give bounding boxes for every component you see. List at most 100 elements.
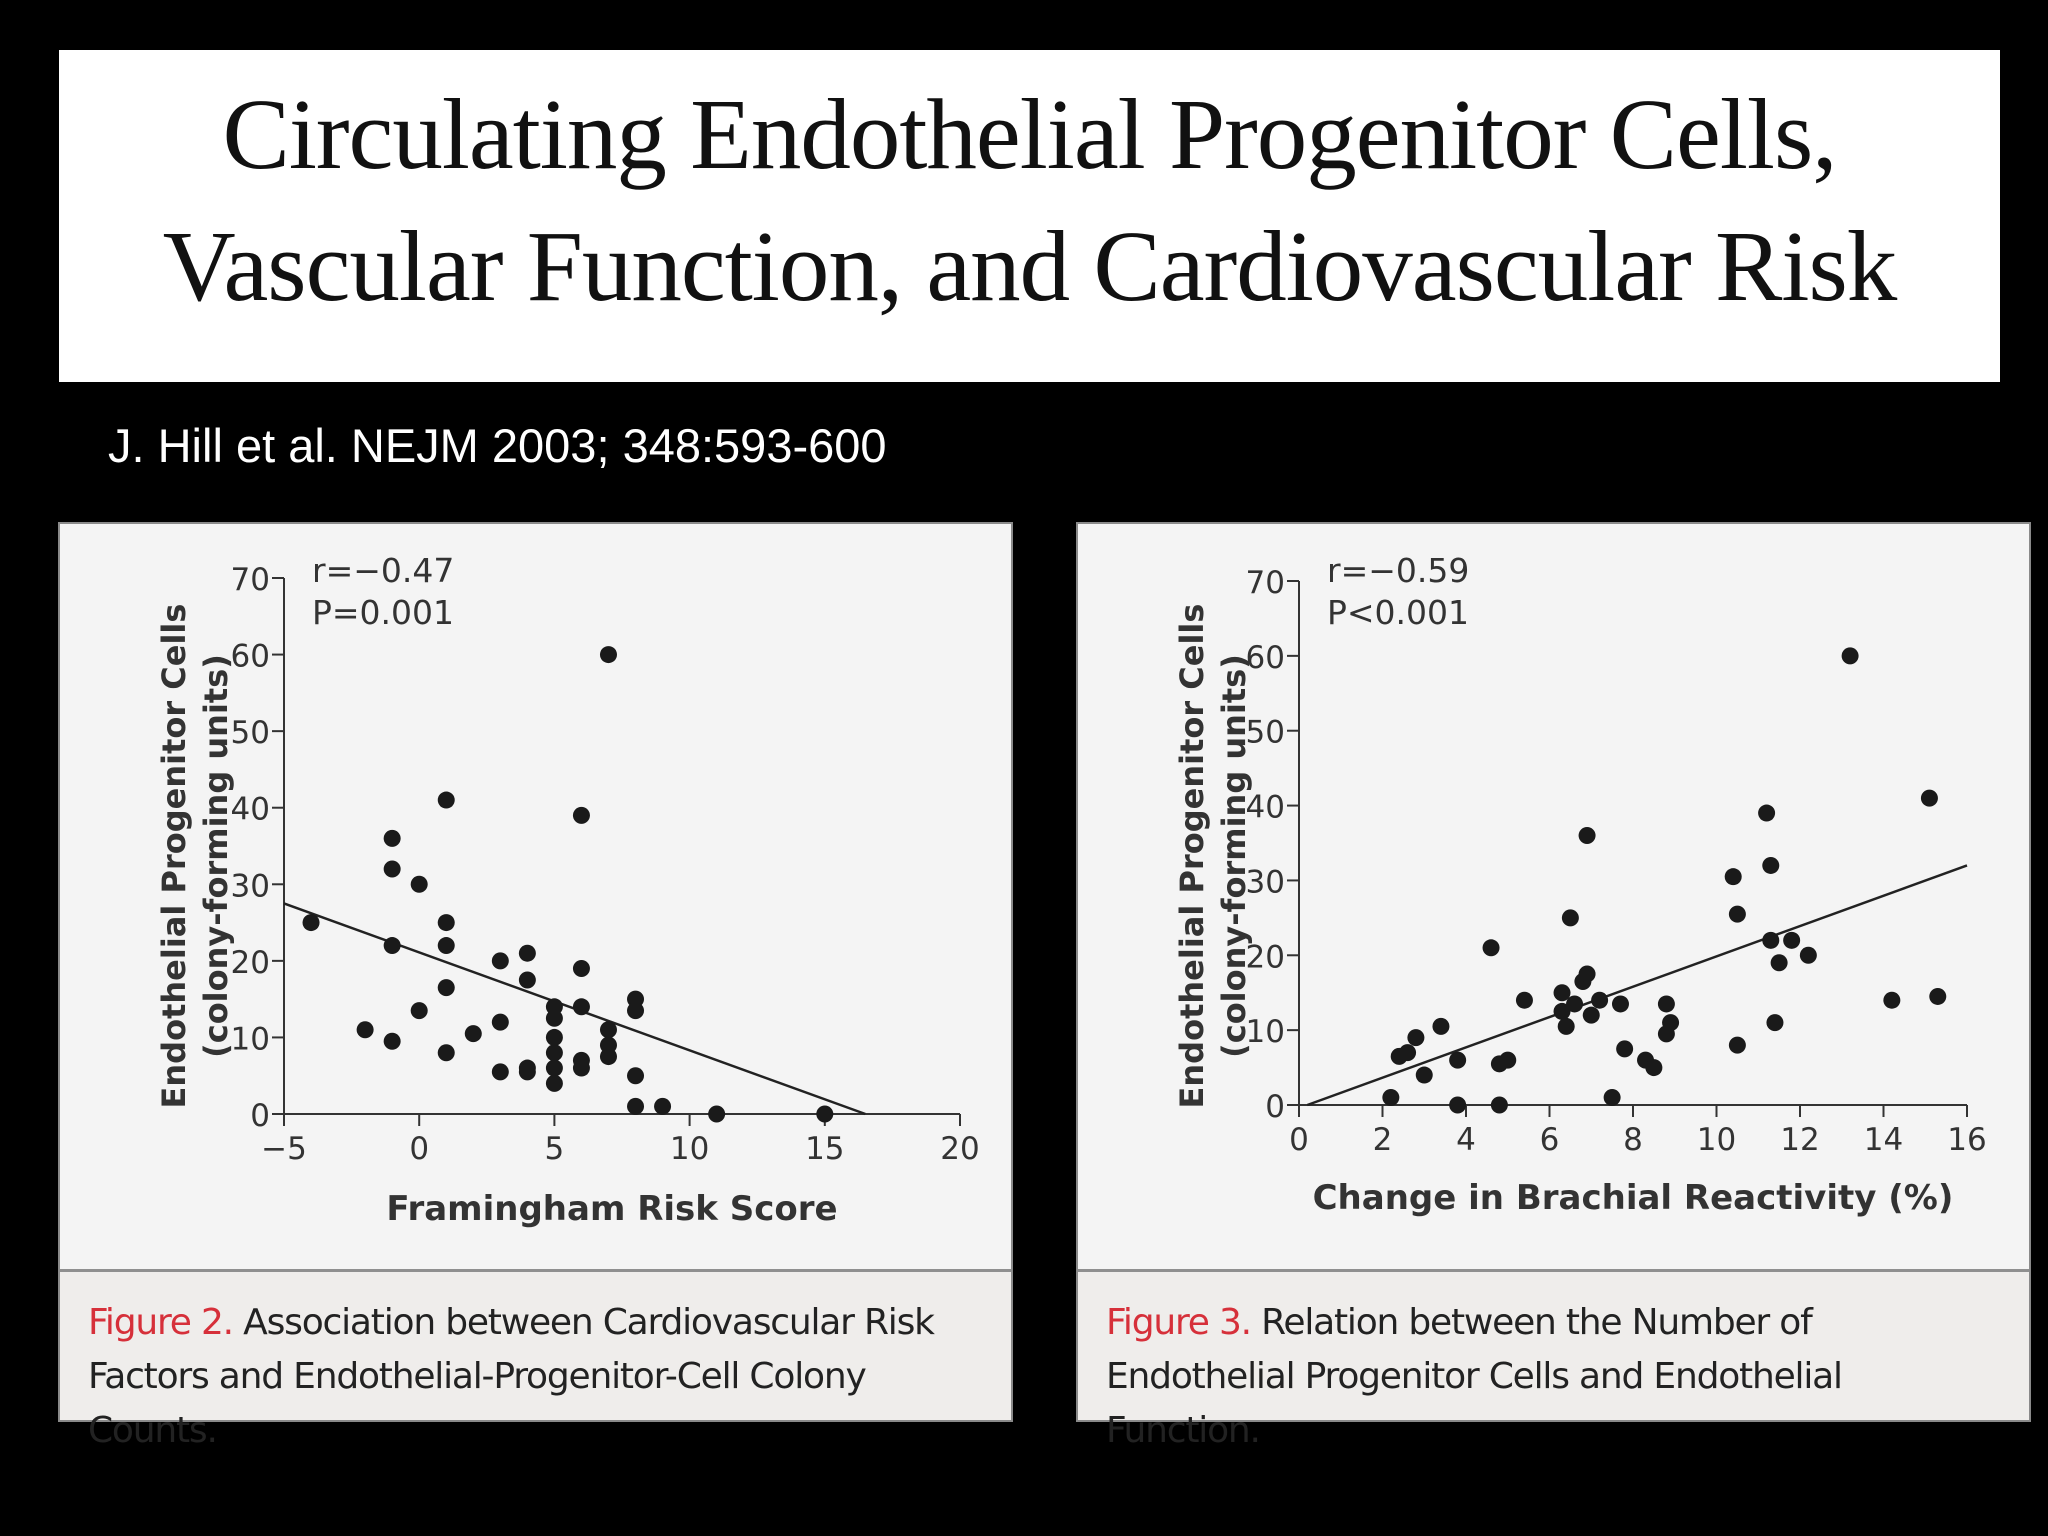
figure-2-data-point	[518, 971, 536, 989]
figure-2-data-point	[599, 1048, 617, 1066]
figure-2-data-point	[437, 791, 455, 809]
figure-2-y-axis-label-line2: (colony-forming units)	[197, 654, 235, 1058]
figure-3-y-tick-label: 30	[1246, 864, 1285, 900]
figure-3-data-point	[1449, 1051, 1467, 1069]
figure-2-data-point	[572, 998, 590, 1016]
figure-3-data-point	[1762, 931, 1780, 949]
figure-2-data-point	[545, 1044, 563, 1062]
figure-3-y-tick-label: 20	[1246, 939, 1285, 975]
figure-2-data-point	[437, 979, 455, 997]
figure-3-data-point	[1662, 1014, 1680, 1032]
figure-3-data-point	[1415, 1066, 1433, 1084]
figure-2-x-axis-label: Framingham Risk Score	[386, 1189, 837, 1229]
figure-3-data-point	[1611, 995, 1629, 1013]
figure-2-data-point	[545, 1009, 563, 1027]
figure-3-data-point	[1553, 984, 1571, 1002]
figure-3-data-point	[1762, 856, 1780, 874]
figure-3-data-point	[1799, 946, 1817, 964]
figure-3-caption: Figure 3. Relation between the Number of…	[1106, 1296, 2001, 1458]
figure-2-y-tick-label: 10	[231, 1021, 270, 1057]
figure-2-data-point	[491, 952, 509, 970]
figure-2-x-tick-label: 20	[940, 1131, 979, 1167]
figure-2-data-point	[572, 960, 590, 978]
figure-3-data-point	[1783, 931, 1801, 949]
figure-2-data-point	[437, 937, 455, 955]
figure-2-data-point	[518, 944, 536, 962]
figure-2-data-point	[654, 1097, 672, 1115]
figure-3-data-point	[1645, 1059, 1663, 1077]
figure-3-x-tick-label: 12	[1780, 1122, 1819, 1158]
figure-3-y-axis-label: Endothelial Progenitor Cells (colony-form…	[1173, 604, 1253, 1109]
figure-3-y-axis-label-line2: (colony-forming units)	[1215, 654, 1253, 1058]
figure-2-caption-text: Association between Cardiovascular Risk …	[88, 1302, 935, 1451]
figure-3-data-point	[1883, 991, 1901, 1009]
figure-2-correlation: r=−0.47	[312, 551, 454, 590]
figure-3-data-point	[1841, 647, 1859, 665]
figure-3-caption-text: Relation between the Number of Endotheli…	[1106, 1302, 1843, 1451]
figure-2-panel: 0 10 20 30 40 50 60 70 −5 0 5 10 15 20 Framingham Risk…	[58, 522, 1013, 1451]
figure-2-data-point	[545, 1074, 563, 1092]
figure-3-x-tick-label: 16	[1947, 1122, 1986, 1158]
figure-3-y-tick-label: 60	[1246, 640, 1285, 676]
slide-title-line-1: Circulating Endothelial Progenitor Cells…	[222, 78, 1837, 190]
figure-2-data-point	[491, 1013, 509, 1031]
figure-2-y-tick-label: 0	[250, 1098, 270, 1134]
figure-3-x-axis-label: Change in Brachial Reactivity (%)	[1313, 1178, 1954, 1218]
figure-2-data-point	[572, 1059, 590, 1077]
figure-3-scatter-chart: 0 10 20 30 40 50 60 70 0 2 4 6 8 10 12 14 16 Change in Br…	[1173, 551, 1987, 1218]
figure-2-data-point	[816, 1105, 834, 1123]
figure-3-data-point	[1728, 905, 1746, 923]
figure-2-data-point	[599, 646, 617, 664]
figure-3-p-value: P<0.001	[1327, 593, 1469, 632]
figure-2-data-point	[627, 1002, 645, 1020]
figure-3-data-point	[1582, 1006, 1600, 1024]
figure-2-data-point	[708, 1105, 726, 1123]
figure-3-y-axis-label-line1: Endothelial Progenitor Cells	[1173, 604, 1211, 1109]
figure-3-data-point	[1929, 987, 1947, 1005]
figure-3-data-point	[1490, 1096, 1508, 1114]
figure-3-x-tick-label: 10	[1697, 1122, 1736, 1158]
figure-2-data-point	[383, 1032, 401, 1050]
figure-2-x-tick-label: 15	[805, 1131, 844, 1167]
figure-2-y-tick-label: 60	[231, 639, 270, 675]
citation: J. Hill et al. NEJM 2003; 348:593-600	[108, 419, 887, 472]
figure-2-data-point	[599, 1021, 617, 1039]
figure-3-y-tick-label: 0	[1265, 1089, 1285, 1125]
figure-2-label: Figure 2.	[88, 1302, 234, 1343]
figure-3-data-point	[1728, 1036, 1746, 1054]
figure-3-data-point	[1770, 954, 1788, 972]
figure-2-data-point	[491, 1063, 509, 1081]
figure-3-data-point	[1561, 909, 1579, 927]
figure-3-correlation: r=−0.59	[1327, 551, 1469, 590]
figure-3-y-tick-label: 40	[1246, 790, 1285, 826]
figure-3-data-point	[1603, 1089, 1621, 1107]
figure-3-caption-area: Figure 3. Relation between the Number of…	[1078, 1269, 2029, 1451]
figure-3-data-point	[1758, 804, 1776, 822]
figure-3-data-point	[1449, 1096, 1467, 1114]
figure-3-data-point	[1499, 1051, 1517, 1069]
figure-2-data-point	[627, 1067, 645, 1085]
slide-title-line-2: Vascular Function, and Cardiovascular Ri…	[162, 210, 1898, 322]
figure-3-x-tick-label: 2	[1373, 1122, 1393, 1158]
figure-3-x-tick-label: 4	[1456, 1122, 1476, 1158]
figure-2-data-point	[627, 1097, 645, 1115]
figure-2-x-tick-label: 0	[409, 1131, 429, 1167]
figure-2-data-point	[383, 937, 401, 955]
figure-2-data-point	[302, 914, 320, 932]
figure-2-data-point	[545, 1059, 563, 1077]
figure-2-p-value: P=0.001	[312, 593, 454, 632]
figure-2-y-tick-label: 70	[231, 562, 270, 598]
figure-2-x-tick-label: 10	[670, 1131, 709, 1167]
figure-2-caption: Figure 2. Association between Cardiovasc…	[88, 1296, 983, 1458]
figure-3-data-point	[1724, 868, 1742, 886]
figure-3-data-point	[1578, 827, 1596, 845]
figure-2-y-axis-label-line1: Endothelial Progenitor Cells	[155, 604, 193, 1109]
figure-3-x-tick-label: 0	[1289, 1122, 1309, 1158]
figure-3-data-point	[1657, 995, 1675, 1013]
figure-2-data-point	[356, 1021, 374, 1039]
figure-3-y-tick-label: 10	[1246, 1014, 1285, 1050]
figure-3-data-point	[1566, 995, 1584, 1013]
figure-3-data-point	[1382, 1089, 1400, 1107]
figure-2-data-point	[437, 1044, 455, 1062]
figure-3-data-point	[1515, 991, 1533, 1009]
